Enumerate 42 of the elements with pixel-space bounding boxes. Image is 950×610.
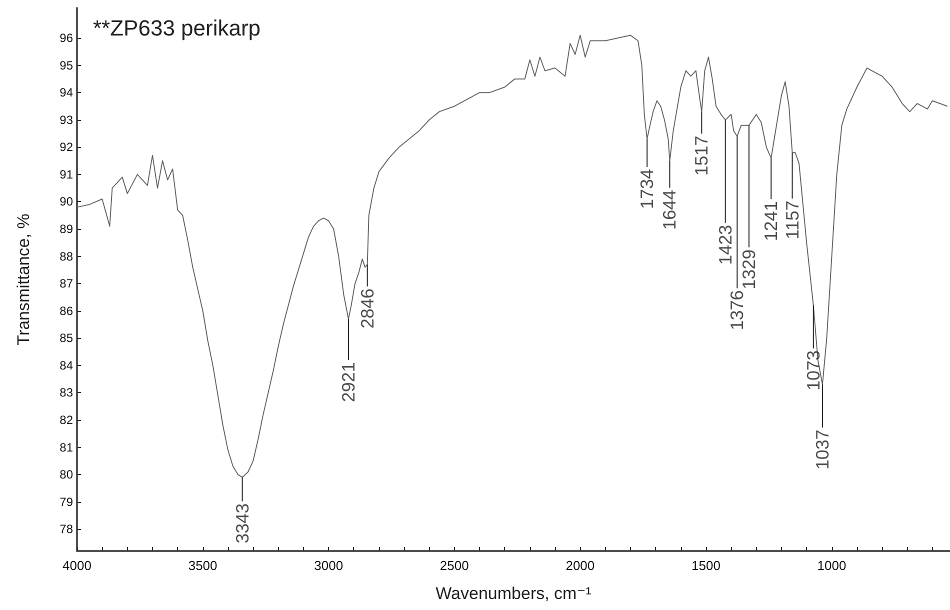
y-tick-label: 80 [60,468,74,482]
y-tick-label: 84 [60,358,74,372]
chart-title: **ZP633 perikarp [93,16,261,40]
y-tick-label: 93 [60,112,74,127]
y-axis-title: Transmittance, % [14,214,33,346]
x-axis-title: Wavenumbers, cm⁻¹ [436,584,592,603]
x-tick-label: 3500 [188,558,218,573]
y-tick-label: 88 [60,249,74,264]
annotation: 1329 [738,249,759,290]
annotation: 1517 [692,136,712,176]
y-tick-label: 78 [60,522,74,536]
y-tick-label: 85 [60,331,74,346]
y-tick-label: 83 [60,386,74,400]
annotation: 1376 [727,290,748,330]
x-tick-label: 4000 [62,558,92,573]
annotation: 1423 [715,224,736,265]
y-tick-label: 82 [60,413,74,428]
annotation: 2846 [357,288,378,329]
annotation: 2921 [338,362,358,402]
y-tick-label: 86 [60,304,74,318]
x-tick-label: 3000 [314,558,344,573]
y-tick-label: 79 [60,494,74,509]
x-tick-label: 2500 [440,558,469,573]
x-tick-label: 1500 [692,558,720,573]
annotation: 1241 [761,201,782,242]
annotation: 1734 [637,168,658,210]
annotation: 3343 [232,503,252,544]
annotation: 1073 [803,350,824,390]
y-tick-label: 91 [60,167,74,182]
y-tick-label: 81 [60,440,74,454]
y-tick-label: 96 [60,31,74,46]
y-tick-label: 92 [60,140,74,154]
x-tick-label: 1000 [817,558,846,573]
x-tick-label: 2000 [566,558,595,573]
y-tick-label: 87 [60,276,74,291]
y-tick-label: 95 [60,58,74,72]
y-tick-label: 89 [60,222,74,236]
annotation: 1157 [782,200,802,240]
annotation: 1644 [660,190,680,230]
y-tick-label: 90 [60,194,74,209]
y-tick-label: 94 [60,86,74,100]
annotation: 1037 [812,430,832,470]
